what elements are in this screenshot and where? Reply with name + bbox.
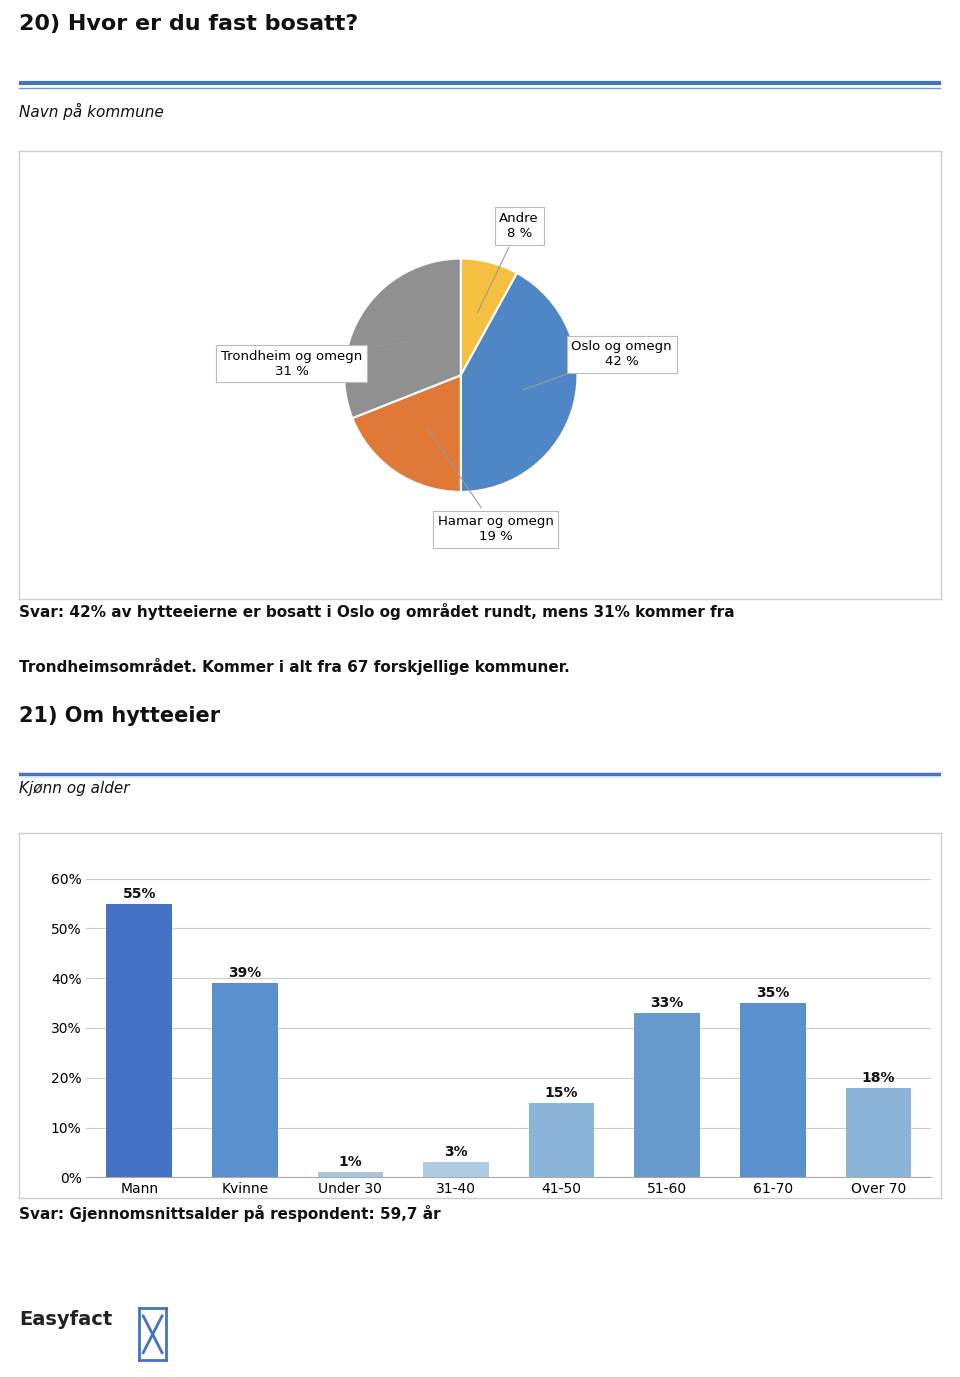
- Text: 33%: 33%: [651, 996, 684, 1011]
- Text: 18%: 18%: [862, 1071, 895, 1085]
- Bar: [318, 1172, 383, 1177]
- Text: Oslo og omegn
42 %: Oslo og omegn 42 %: [523, 340, 672, 390]
- Bar: [529, 1103, 594, 1177]
- Text: Easyfact: Easyfact: [19, 1310, 112, 1329]
- Bar: [740, 1002, 805, 1177]
- Bar: [107, 903, 172, 1177]
- Text: Svar: Gjennomsnittsalder på respondent: 59,7 år: Svar: Gjennomsnittsalder på respondent: …: [19, 1205, 441, 1221]
- Text: 55%: 55%: [123, 887, 156, 901]
- Wedge shape: [344, 259, 461, 419]
- Text: 1%: 1%: [339, 1155, 362, 1169]
- Text: Trondheimsområdet. Kommer i alt fra 67 forskjellige kommuner.: Trondheimsområdet. Kommer i alt fra 67 f…: [19, 658, 570, 675]
- Bar: [423, 1162, 489, 1177]
- Text: 35%: 35%: [756, 986, 789, 1000]
- Wedge shape: [352, 376, 461, 492]
- Text: Hamar og omegn
19 %: Hamar og omegn 19 %: [427, 428, 554, 544]
- Text: 21) Om hytteeier: 21) Om hytteeier: [19, 706, 221, 727]
- Text: Andre
8 %: Andre 8 %: [477, 212, 539, 313]
- Bar: [635, 1013, 700, 1177]
- Wedge shape: [461, 259, 517, 376]
- Text: Trondheim og omegn
31 %: Trondheim og omegn 31 %: [221, 341, 407, 377]
- Text: 20) Hvor er du fast bosatt?: 20) Hvor er du fast bosatt?: [19, 14, 358, 34]
- Text: 15%: 15%: [545, 1085, 578, 1100]
- Text: Kjønn og alder: Kjønn og alder: [19, 781, 130, 796]
- Wedge shape: [461, 273, 578, 492]
- Text: 3%: 3%: [444, 1146, 468, 1159]
- Text: Svar: 42% av hytteeierne er bosatt i Oslo og området rundt, mens 31% kommer fra: Svar: 42% av hytteeierne er bosatt i Osl…: [19, 603, 734, 620]
- Text: Navn på kommune: Navn på kommune: [19, 103, 164, 120]
- Text: 39%: 39%: [228, 967, 261, 980]
- Bar: [212, 983, 277, 1177]
- Bar: [846, 1088, 911, 1177]
